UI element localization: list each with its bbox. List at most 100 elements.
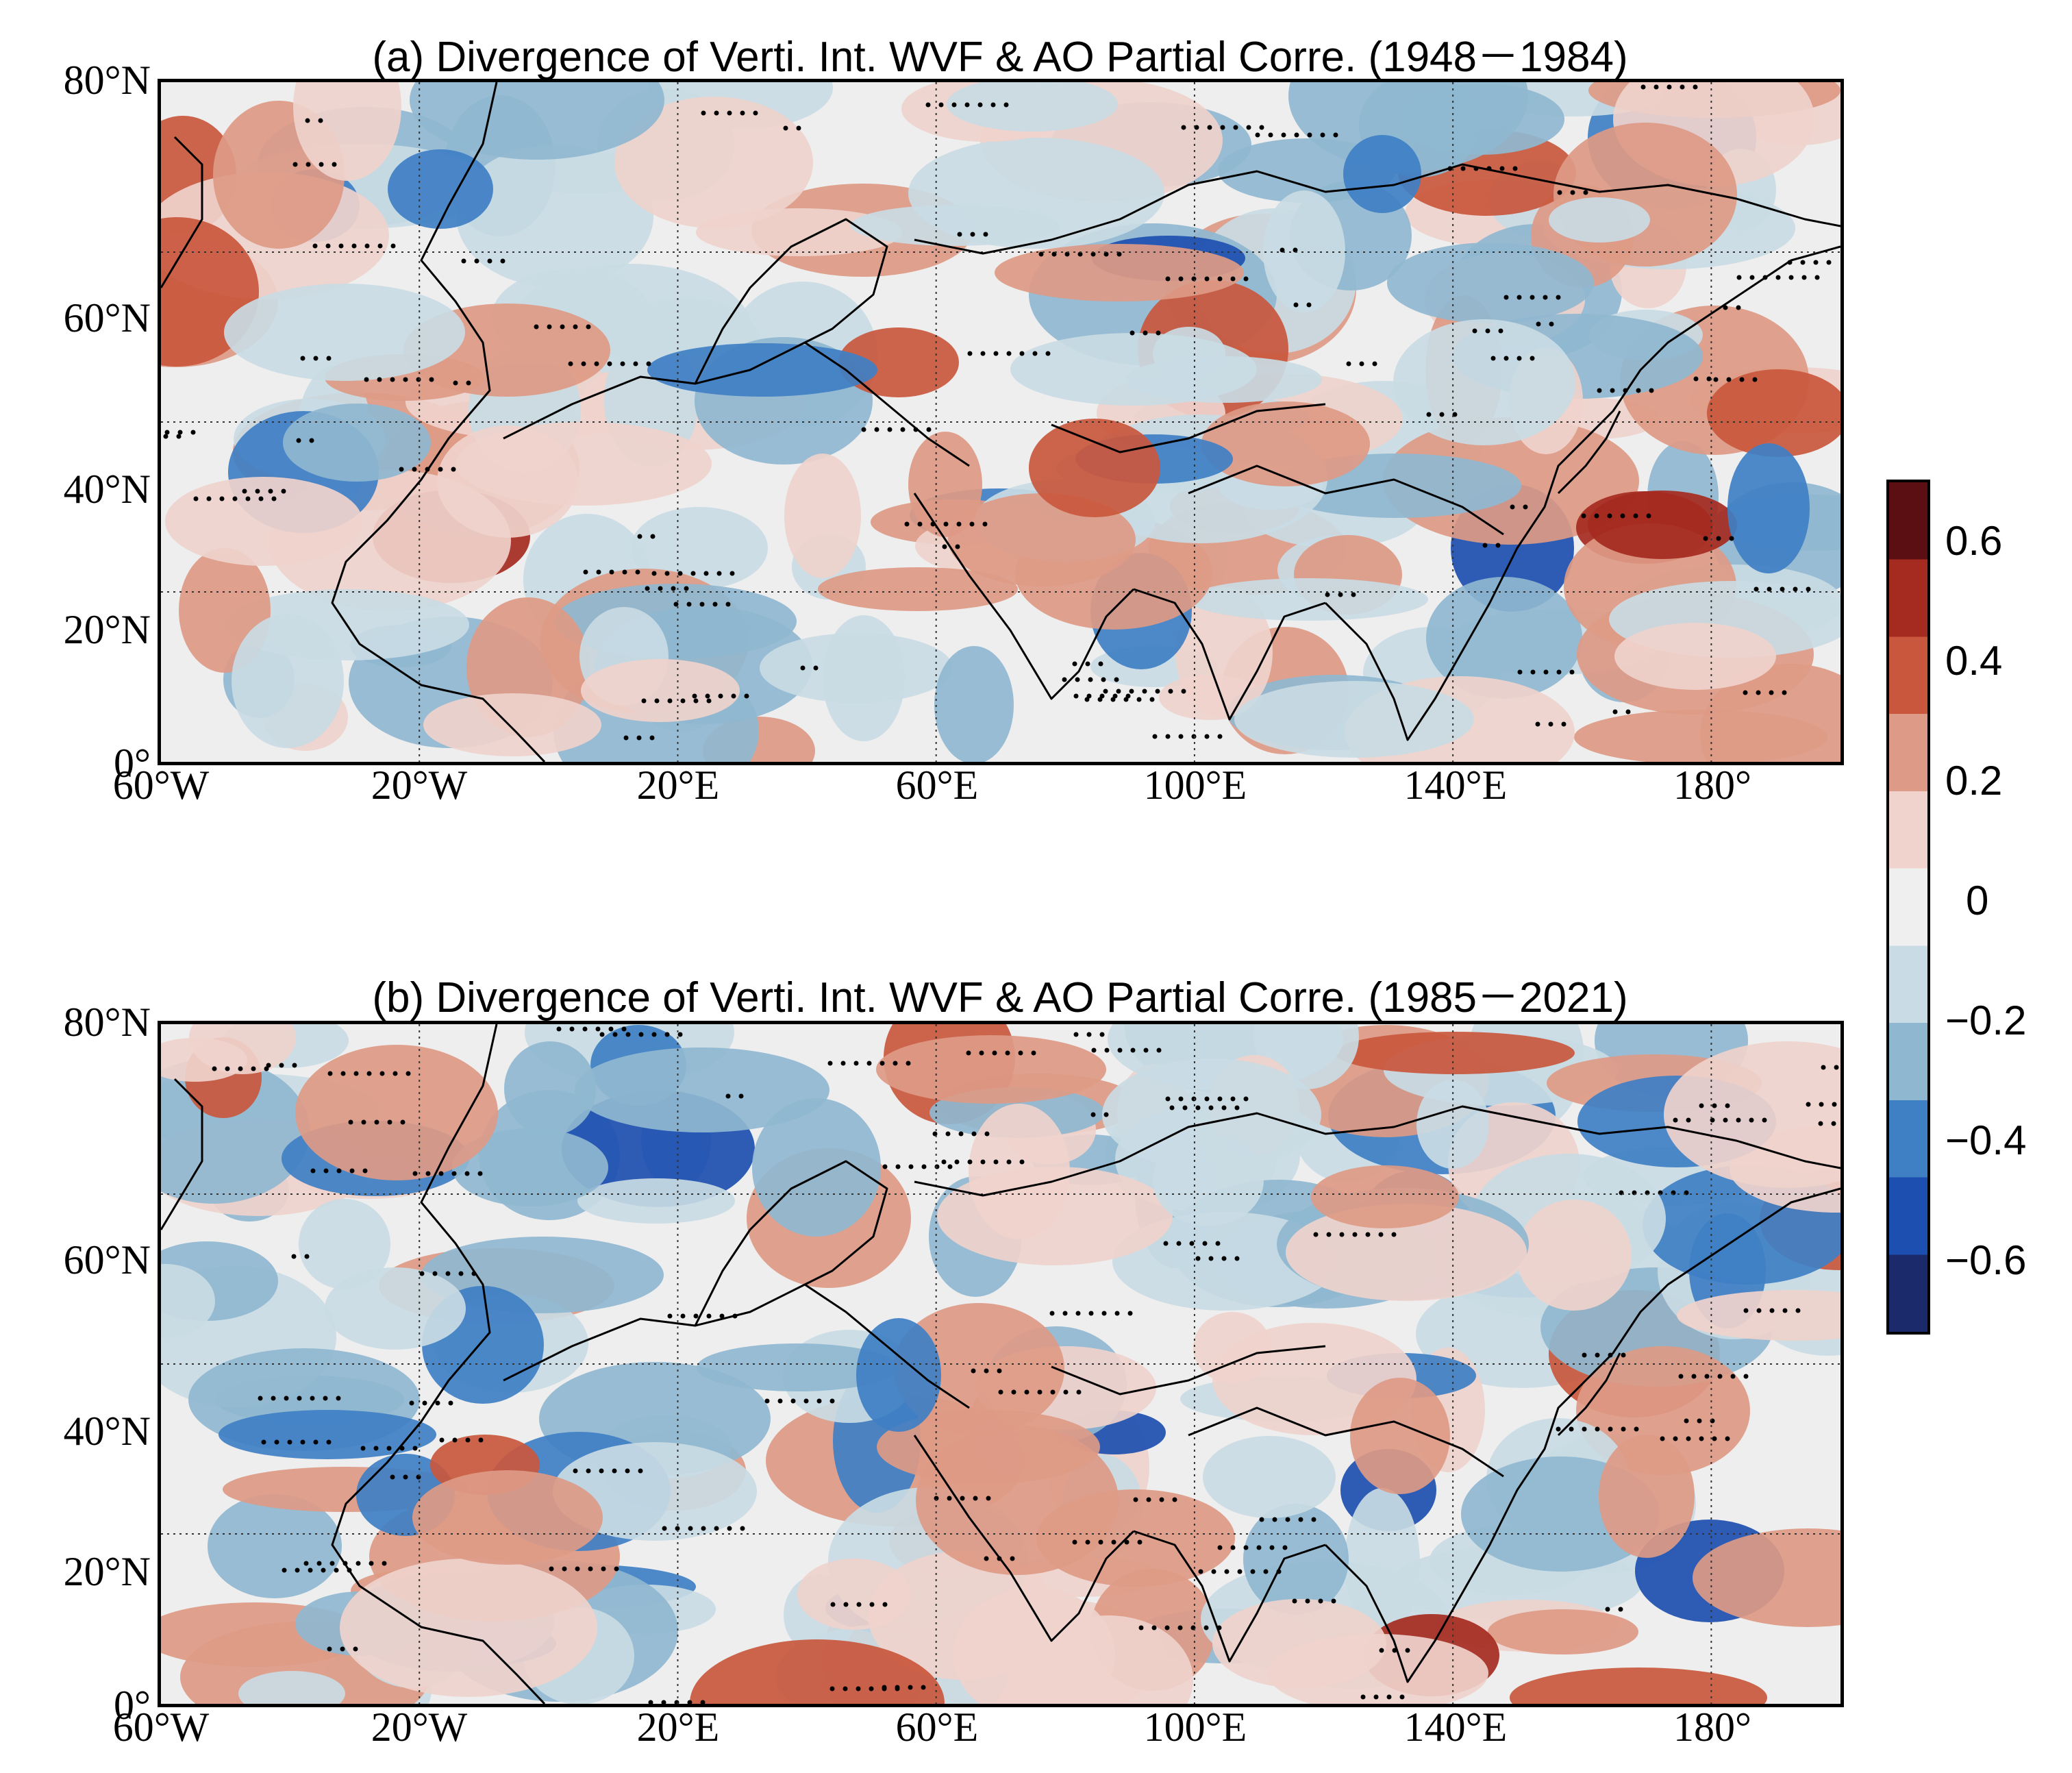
coastline <box>1133 1530 1326 1663</box>
significance-dot <box>725 602 731 607</box>
significance-dot <box>947 1496 952 1501</box>
panel-b-map <box>158 1021 1844 1707</box>
significance-dot <box>1543 295 1548 300</box>
significance-dot <box>412 467 417 472</box>
significance-dot <box>465 1437 471 1443</box>
significance-dot <box>212 1066 217 1071</box>
significance-dot <box>312 243 318 249</box>
significance-dot <box>712 602 718 607</box>
significance-dot <box>560 324 565 330</box>
significance-dot <box>1597 388 1602 393</box>
significance-dot <box>699 602 705 607</box>
significance-dot <box>366 1071 372 1076</box>
significance-dot <box>1620 513 1625 519</box>
significance-dot <box>651 571 657 576</box>
significance-dot <box>1263 1569 1269 1574</box>
significance-dot <box>478 1437 484 1443</box>
significance-dot <box>461 258 466 264</box>
significance-dot <box>1743 690 1748 695</box>
significance-dot <box>1076 1389 1082 1395</box>
significance-dot <box>893 1061 898 1066</box>
coastline <box>1133 588 1326 721</box>
negative-correlation-area <box>161 1264 215 1338</box>
significance-dot <box>706 1313 712 1319</box>
significance-dot <box>258 1396 263 1401</box>
significance-dot <box>374 1119 379 1125</box>
colorbar-label-neg0.6: −0.6 <box>1945 1237 2027 1283</box>
significance-dot <box>403 377 408 382</box>
significance-dot <box>1221 1105 1227 1111</box>
significance-dot <box>1203 1625 1209 1631</box>
significance-dot <box>438 1171 444 1176</box>
significance-dot <box>1516 295 1522 300</box>
panel-b-lon-label-20w: 20°W <box>371 1704 468 1750</box>
significance-dot <box>599 1468 604 1474</box>
significance-dot <box>1752 377 1758 382</box>
significance-dot <box>1085 1539 1090 1545</box>
significance-dot <box>1818 1121 1823 1126</box>
significance-dot <box>856 1686 861 1691</box>
significance-dot <box>1360 1694 1366 1700</box>
significance-dot <box>1075 677 1080 682</box>
significance-dot <box>654 698 660 704</box>
significance-dot <box>271 1396 276 1401</box>
significance-dot <box>1405 1648 1410 1653</box>
significance-dot <box>921 1685 926 1690</box>
significance-dot <box>908 1685 913 1690</box>
significance-dot <box>1814 275 1820 280</box>
significance-dot <box>387 1119 392 1125</box>
significance-dot <box>1391 1232 1397 1237</box>
significance-dot <box>1769 1308 1775 1313</box>
significance-dot <box>1482 543 1488 548</box>
significance-dot <box>957 232 962 237</box>
negative-correlation-area <box>1263 190 1345 312</box>
significance-dot <box>1099 1032 1105 1037</box>
positive-correlation-area <box>614 97 813 228</box>
panel-a-title: (a) Divergence of Verti. Int. WVF & AO P… <box>372 34 1628 81</box>
significance-dot <box>1379 1648 1384 1653</box>
panel-a-map <box>158 79 1844 765</box>
significance-dot <box>853 1061 859 1066</box>
significance-dot <box>1351 592 1356 597</box>
significance-dot <box>1793 586 1798 592</box>
significance-dot <box>827 1061 833 1066</box>
significance-dot <box>1801 275 1807 280</box>
significance-dot <box>1250 1569 1256 1574</box>
significance-dot <box>349 1168 355 1174</box>
significance-dot <box>326 356 332 361</box>
significance-dot <box>1485 328 1490 334</box>
significance-dot <box>1516 356 1522 361</box>
significance-dot <box>1743 1308 1749 1313</box>
significance-dot <box>984 1556 989 1561</box>
significance-dot <box>701 1526 706 1531</box>
significance-dot <box>646 361 651 367</box>
positive-correlation-area <box>868 1551 1058 1680</box>
significance-dot <box>309 438 314 443</box>
significance-dot <box>729 571 735 576</box>
significance-dot <box>313 1439 319 1445</box>
significance-dot <box>687 1700 692 1704</box>
significance-dot <box>581 361 586 367</box>
significance-dot <box>1582 1352 1587 1358</box>
significance-dot <box>1208 1105 1214 1111</box>
positive-correlation-area <box>1335 1032 1575 1074</box>
significance-dot <box>614 1566 619 1572</box>
significance-dot <box>1163 1241 1169 1246</box>
significance-dot <box>1111 1539 1116 1545</box>
negative-correlation-area <box>325 1267 466 1350</box>
significance-dot <box>1725 1103 1730 1108</box>
significance-dot <box>595 1026 601 1032</box>
significance-dot <box>1006 351 1012 356</box>
significance-dot <box>1243 1545 1249 1550</box>
significance-dot <box>163 434 168 439</box>
significance-dot <box>1557 190 1562 195</box>
coastline <box>914 1105 1840 1197</box>
significance-dot <box>1512 166 1518 171</box>
significance-dot <box>1104 1047 1110 1053</box>
coastline <box>1051 1345 1326 1396</box>
significance-dot <box>1780 586 1785 592</box>
significance-dot <box>1311 1517 1316 1522</box>
significance-dot <box>340 1071 346 1076</box>
significance-dot <box>688 1526 693 1531</box>
significance-dot <box>1535 721 1540 727</box>
